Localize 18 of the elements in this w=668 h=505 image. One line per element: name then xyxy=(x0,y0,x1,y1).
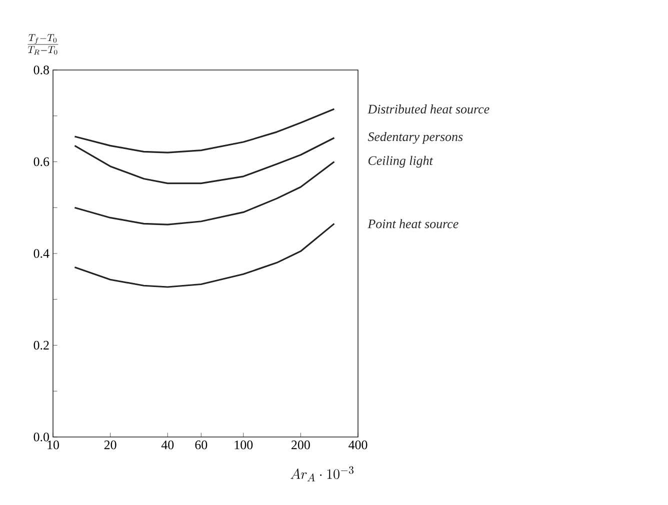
x-tick-label: 400 xyxy=(348,440,368,450)
y-axis-title: $\frac{T_f-T_0}{T_R-T_0}$ xyxy=(28,34,58,55)
y-tick-label: 0.2 xyxy=(34,340,49,350)
x-tick-label: 100 xyxy=(234,440,253,450)
x-axis-title: $Ar_A\cdot 10^{-3}$ xyxy=(290,466,354,482)
text: Sedentary persons xyxy=(368,132,463,144)
y-tick-label: 0.6 xyxy=(34,157,50,166)
y-tick-label: 0.4 xyxy=(34,249,50,258)
text: Ceiling light xyxy=(368,156,434,168)
x-tick-label: 200 xyxy=(292,440,310,450)
y-tick-label: 0.0 xyxy=(34,432,49,442)
x-tick-label: 40 xyxy=(161,440,174,450)
y-tick-label: 0.8 xyxy=(34,66,49,74)
text: Distributed heat source xyxy=(368,104,490,114)
text: Point heat source xyxy=(368,219,458,228)
x-tick-label: 20 xyxy=(104,440,116,450)
x-tick-label: 10 xyxy=(48,440,59,450)
x-tick-label: 60 xyxy=(195,440,208,450)
